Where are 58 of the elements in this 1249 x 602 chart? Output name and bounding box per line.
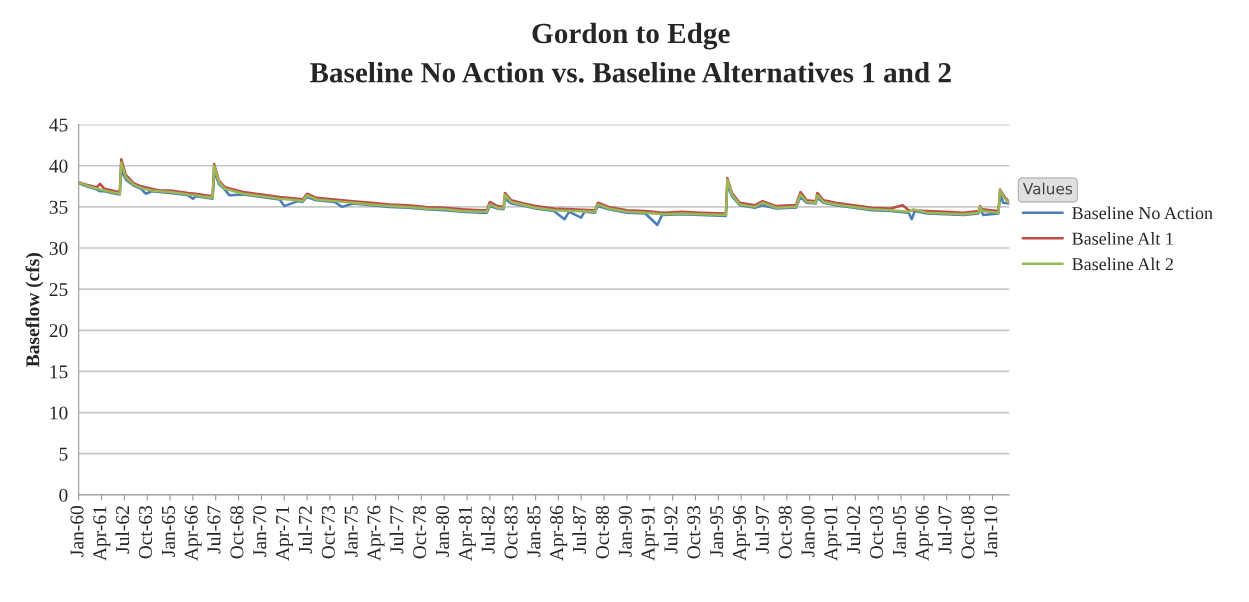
x-tick-label: Apr-61 — [93, 506, 111, 561]
x-tick-label: Jul-72 — [298, 506, 312, 554]
legend-label: Baseline Alt 1 — [1072, 232, 1173, 245]
x-tick-label: Apr-76 — [367, 505, 385, 561]
x-tick-label: Jul-82 — [481, 506, 495, 554]
x-tick-label: Jul-97 — [755, 505, 769, 554]
x-tick-label: Oct-08 — [961, 506, 975, 559]
x-tick-label: Jul-07 — [937, 505, 952, 554]
x-tick-label: Jan-00 — [801, 506, 815, 557]
y-tick-label: 5 — [59, 447, 68, 461]
x-tick-label: Jul-92 — [663, 506, 678, 554]
x-tick-label: Jan-10 — [984, 506, 998, 557]
x-tick-label: Apr-81 — [458, 506, 476, 561]
x-tick-label: Oct-98 — [778, 506, 792, 559]
x-tick-label: Jan-75 — [344, 506, 358, 557]
x-tick-label: Oct-73 — [321, 506, 335, 559]
y-tick-label: 0 — [59, 488, 68, 502]
x-tick-label: Jul-62 — [115, 506, 130, 554]
x-tick-label: Apr-66 — [184, 505, 202, 561]
x-tick-label: Jan-95 — [710, 506, 724, 557]
y-tick-label: 45 — [49, 118, 68, 132]
legend-label: Baseline Alt 2 — [1072, 257, 1173, 271]
x-tick-label: Jan-65 — [161, 506, 175, 557]
x-tick-label: Oct-88 — [595, 506, 609, 559]
x-tick-label: Jul-87 — [572, 505, 587, 554]
legend-title: Values — [1022, 182, 1073, 195]
legend-label: Baseline No Action — [1072, 206, 1213, 220]
y-tick-label: 35 — [49, 200, 68, 214]
x-tick-label: Jan-90 — [618, 506, 632, 557]
x-tick-label: Jan-80 — [435, 506, 450, 557]
x-tick-label: Oct-83 — [504, 506, 518, 559]
x-tick-label: Apr-71 — [276, 506, 294, 561]
y-axis-title: Baseflow (cfs) — [25, 253, 44, 367]
y-tick-label: 15 — [50, 365, 68, 379]
x-tick-label: Jul-02 — [846, 506, 861, 554]
x-tick-label: Jan-85 — [527, 506, 541, 557]
y-tick-label: 20 — [49, 324, 68, 338]
x-tick-label: Oct-78 — [413, 506, 427, 559]
x-tick-label: Apr-86 — [550, 505, 568, 561]
x-tick-label: Jul-67 — [206, 505, 221, 554]
x-tick-label: Oct-93 — [687, 506, 701, 559]
y-tick-label: 10 — [50, 406, 68, 420]
x-tick-label: Jan-60 — [70, 506, 84, 557]
x-tick-label: Oct-68 — [230, 506, 244, 559]
chart-subtitle: Baseline No Action vs. Baseline Alternatives 1 and 2 — [309, 62, 951, 83]
x-tick-label: Oct-03 — [869, 506, 884, 559]
x-tick-label: Oct-63 — [138, 506, 153, 559]
x-tick-label: Apr-01 — [824, 506, 842, 561]
y-tick-label: 40 — [49, 159, 68, 173]
x-tick-label: Jul-77 — [389, 505, 404, 554]
chart-title: Gordon to Edge — [532, 22, 730, 50]
y-tick-label: 30 — [49, 241, 68, 255]
x-tick-label: Jan-05 — [892, 506, 906, 557]
x-tick-label: Apr-96 — [732, 505, 750, 561]
x-tick-label: Jan-70 — [253, 506, 267, 557]
x-tick-label: Apr-06 — [915, 505, 933, 561]
y-tick-label: 25 — [49, 283, 68, 297]
x-tick-label: Apr-91 — [641, 506, 659, 561]
